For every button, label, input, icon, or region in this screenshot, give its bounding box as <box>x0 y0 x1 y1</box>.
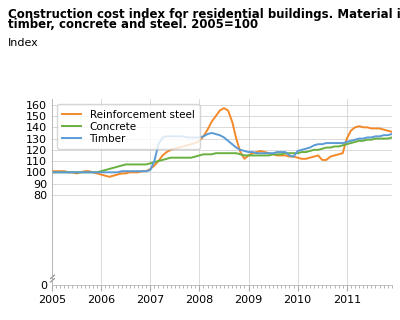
Timber <box>209 131 214 135</box>
Timber <box>312 143 316 147</box>
Line: Timber: Timber <box>52 133 392 172</box>
Line: Concrete: Concrete <box>52 138 392 172</box>
Concrete <box>201 152 206 156</box>
Legend: Reinforcement steel, Concrete, Timber: Reinforcement steel, Concrete, Timber <box>57 104 200 149</box>
Concrete <box>218 151 222 155</box>
Text: timber, concrete and steel. 2005=100: timber, concrete and steel. 2005=100 <box>8 18 258 31</box>
Timber <box>50 170 54 174</box>
Timber <box>390 132 394 136</box>
Concrete <box>70 170 75 174</box>
Line: Reinforcement steel: Reinforcement steel <box>52 108 392 177</box>
Reinforcement steel <box>222 106 226 110</box>
Text: Construction cost index for residential buildings. Material indices for: Construction cost index for residential … <box>8 8 400 21</box>
Timber <box>222 136 226 140</box>
Reinforcement steel <box>332 154 337 157</box>
Reinforcement steel <box>70 170 75 174</box>
Reinforcement steel <box>50 169 54 173</box>
Concrete <box>54 170 58 174</box>
Concrete <box>324 146 329 149</box>
Timber <box>328 141 333 145</box>
Timber <box>70 170 75 174</box>
Concrete <box>50 170 54 174</box>
Timber <box>54 170 58 174</box>
Reinforcement steel <box>316 154 320 157</box>
Concrete <box>390 136 394 140</box>
Timber <box>201 134 206 138</box>
Reinforcement steel <box>390 130 394 134</box>
Reinforcement steel <box>205 128 210 132</box>
Reinforcement steel <box>107 175 112 179</box>
Reinforcement steel <box>54 169 58 173</box>
Text: Index: Index <box>8 38 39 48</box>
Reinforcement steel <box>226 108 230 112</box>
Concrete <box>308 149 312 153</box>
